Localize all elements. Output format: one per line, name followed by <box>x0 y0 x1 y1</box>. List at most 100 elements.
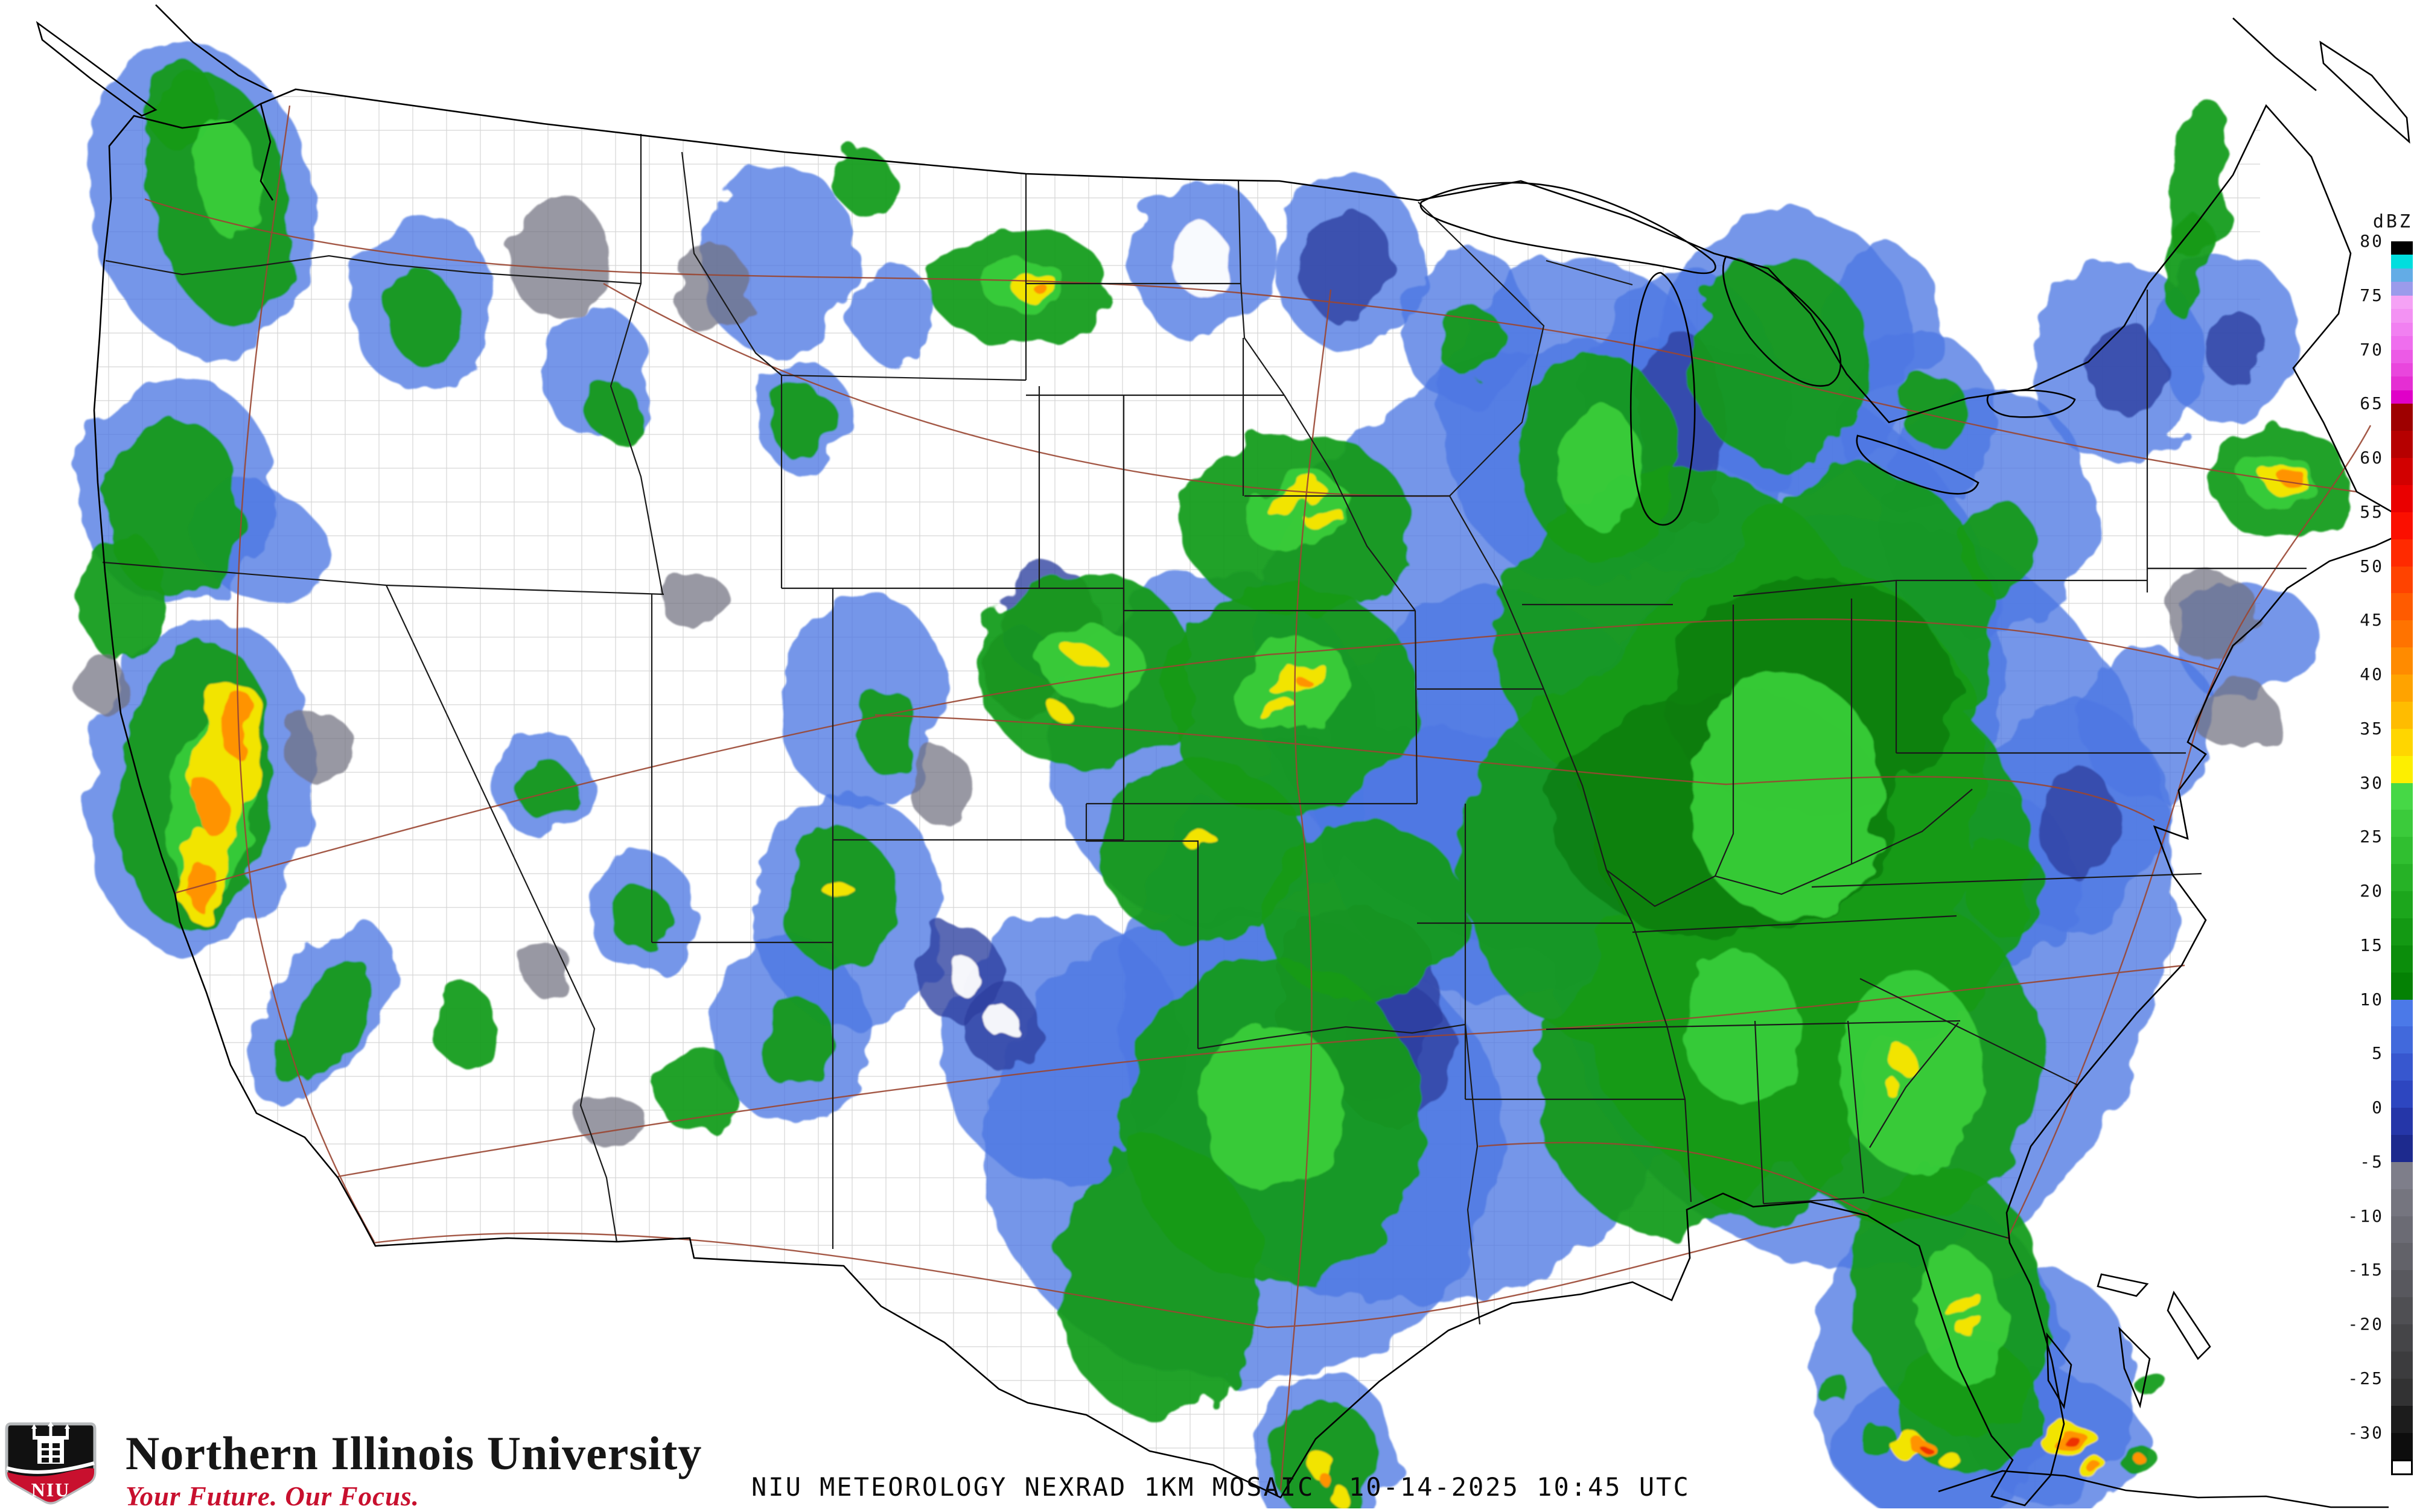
radar-echo <box>1690 676 1883 917</box>
colorbar-segment <box>2391 539 2413 567</box>
radar-echo <box>1964 842 2043 932</box>
colorbar-segment <box>2391 1378 2413 1406</box>
radar-echo <box>197 115 262 247</box>
radar-echo <box>1920 1444 1930 1452</box>
colorbar-tick-label: -25 <box>2348 1368 2384 1388</box>
colorbar-tick-label: 70 <box>2360 339 2384 360</box>
radar-echo <box>2203 308 2263 380</box>
radar-echo <box>2088 320 2161 416</box>
colorbar-segment <box>2391 390 2413 404</box>
radar-echo <box>986 1005 1015 1037</box>
radar-echo <box>148 60 214 151</box>
radar-echo <box>1690 259 1871 465</box>
radar-echo <box>1814 1372 1850 1403</box>
colorbar-segment <box>2391 309 2413 323</box>
colorbar-tick-label: 65 <box>2360 393 2384 414</box>
colorbar-tick-label: 60 <box>2360 448 2384 468</box>
radar-echo <box>1307 1449 1331 1478</box>
colorbar-segment <box>2391 295 2413 310</box>
colorbar-segment <box>2391 620 2413 648</box>
university-name: Northern Illinois University <box>126 1427 702 1479</box>
radar-echo <box>1896 1047 1916 1079</box>
radar-echo <box>81 531 166 664</box>
radar-echo <box>1961 498 2034 594</box>
radar-echo <box>1439 308 1506 380</box>
product-caption: NIU METEOROLOGY NEXRAD 1KM MOSAIC 10-14-… <box>751 1472 1690 1502</box>
radar-echo <box>1557 404 1642 525</box>
university-tagline: Your Future. Our Focus. <box>126 1481 419 1511</box>
radar-echo <box>287 712 353 784</box>
radar-echo <box>1058 640 1109 669</box>
colorbar-segment <box>2391 363 2413 377</box>
colorbar-title: dBZ <box>2372 211 2413 232</box>
radar-echo <box>1304 509 1346 529</box>
radar-echo <box>1295 676 1310 685</box>
radar-echo <box>673 244 751 335</box>
radar-echo <box>389 275 462 365</box>
colorbar-segment <box>2391 999 2413 1027</box>
radar-echo <box>769 386 836 459</box>
colorbar-segment <box>2391 593 2413 621</box>
colorbar-tick-label: 35 <box>2360 718 2384 739</box>
niu-shield-icon: NIU <box>5 1421 97 1505</box>
colorbar-segment <box>2391 755 2413 783</box>
radar-echo <box>2082 646 2215 802</box>
radar-echo <box>2282 472 2308 489</box>
colorbar-tick-label: 0 <box>2372 1097 2384 1117</box>
colorbar-segment <box>2391 810 2413 837</box>
castle-glyph <box>31 1421 70 1464</box>
radar-echo <box>2194 679 2278 751</box>
radar-echo <box>579 1095 646 1149</box>
radar-echo <box>908 751 975 824</box>
radar-echo <box>760 996 833 1092</box>
colorbar-segment <box>2391 349 2413 363</box>
colorbar-segment <box>2391 1081 2413 1108</box>
colorbar-segment <box>2391 431 2413 458</box>
radar-echo <box>2133 1454 2145 1464</box>
colorbar-tick-label: 5 <box>2372 1043 2384 1064</box>
radar-echo <box>1056 1140 1261 1418</box>
radar-echo <box>1914 1247 2009 1383</box>
radar-echo <box>658 1044 736 1134</box>
colorbar-tick-label: -30 <box>2348 1422 2384 1443</box>
colorbar-segment <box>2391 458 2413 485</box>
radar-echo <box>191 863 213 911</box>
colorbar-tick-label: 40 <box>2360 664 2384 684</box>
colorbar-segment <box>2391 1432 2413 1460</box>
colorbar-tick-label: -15 <box>2348 1260 2384 1280</box>
colorbar-segment <box>2391 484 2413 512</box>
colorbar-tick-label: 50 <box>2360 556 2384 576</box>
colorbar-segment <box>2391 1161 2413 1189</box>
colorbar-tick-label: -5 <box>2360 1151 2384 1172</box>
radar-echo <box>1317 1472 1329 1482</box>
niu-logo: NIU Northern Illinois University Your Fu… <box>5 1421 702 1512</box>
radar-echo <box>1032 282 1046 292</box>
colorbar-segment <box>2391 1297 2413 1324</box>
radar-echo <box>2060 1433 2077 1444</box>
radar-echo <box>1172 226 1230 296</box>
colorbar-segment <box>2391 336 2413 350</box>
colorbar-segment <box>2391 945 2413 973</box>
colorbar-segment <box>2391 282 2413 296</box>
colorbar-segment <box>2391 972 2413 1000</box>
colorbar-tick-label: 45 <box>2360 610 2384 631</box>
colorbar-tick-label: 75 <box>2360 285 2384 305</box>
niu-monogram: NIU <box>31 1479 71 1501</box>
colorbar-segment <box>2391 1243 2413 1271</box>
colorbar-tick-label: 15 <box>2360 935 2384 955</box>
colorbar-segment <box>2391 1351 2413 1379</box>
radar-echo <box>851 265 935 362</box>
colorbar-tick-label: 80 <box>2360 231 2384 251</box>
radar-echo <box>854 688 920 772</box>
radar-echo <box>836 148 890 214</box>
colorbar-segment <box>2391 647 2413 675</box>
colorbar-segment <box>2391 1189 2413 1216</box>
colorbar-tick-label: 10 <box>2360 989 2384 1009</box>
colorbar-segment <box>2391 322 2413 337</box>
colorbar-missing-swatch <box>2391 1460 2413 1475</box>
radar-echo <box>1901 374 1967 446</box>
colorbar-tick-label: -10 <box>2348 1205 2384 1226</box>
radar-echo <box>276 963 376 1088</box>
